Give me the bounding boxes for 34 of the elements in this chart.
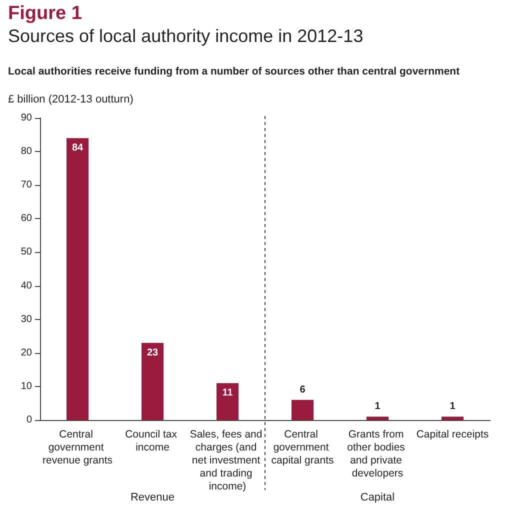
y-tick-label: 70 [20, 180, 32, 191]
data-label: 84 [72, 142, 84, 154]
data-label: 6 [300, 384, 306, 396]
text: Capital [360, 492, 395, 504]
x-tick-label: Central government capital grants [271, 428, 334, 466]
y-axis-title: £ billion (2012-13 outturn) [8, 94, 134, 106]
y-tick-label: 40 [20, 280, 32, 292]
y-tick-label: 60 [20, 213, 32, 224]
chart-title: Figure 1 [8, 3, 82, 24]
bar [442, 416, 464, 420]
y-tick-label: 20 [20, 347, 32, 358]
x-tick-label: Grants from other bodies and private developers [347, 428, 408, 480]
bar [292, 400, 314, 420]
bar [66, 138, 88, 420]
y-tick-label: 10 [20, 380, 32, 392]
data-label: 1 [450, 401, 456, 412]
bar [366, 416, 388, 420]
y-tick-label: 30 [20, 314, 32, 325]
data-label: 1 [374, 401, 381, 412]
x-tick-label: Sales, fees and charges (and net investment and trading income) [190, 428, 266, 492]
x-tick-label: Council tax income [125, 428, 180, 454]
chart-subtitle: Sources of local authority income in 2012-13 [8, 26, 364, 46]
y-tick-label: 50 [20, 246, 32, 258]
data-label: 23 [146, 347, 158, 358]
bar [216, 383, 238, 420]
text: Revenue [130, 492, 175, 504]
y-tick-label: 90 [20, 112, 32, 124]
x-tick-label: Capital receipts [416, 428, 489, 440]
bar [142, 342, 164, 420]
y-tick-label: 80 [20, 146, 32, 158]
text: Local authorities receive funding from a number of sources other than central government [8, 66, 460, 78]
x-tick-label: Central government revenue grants [42, 428, 113, 466]
y-tick-label: 0 [26, 414, 32, 426]
data-label: 11 [222, 388, 234, 399]
